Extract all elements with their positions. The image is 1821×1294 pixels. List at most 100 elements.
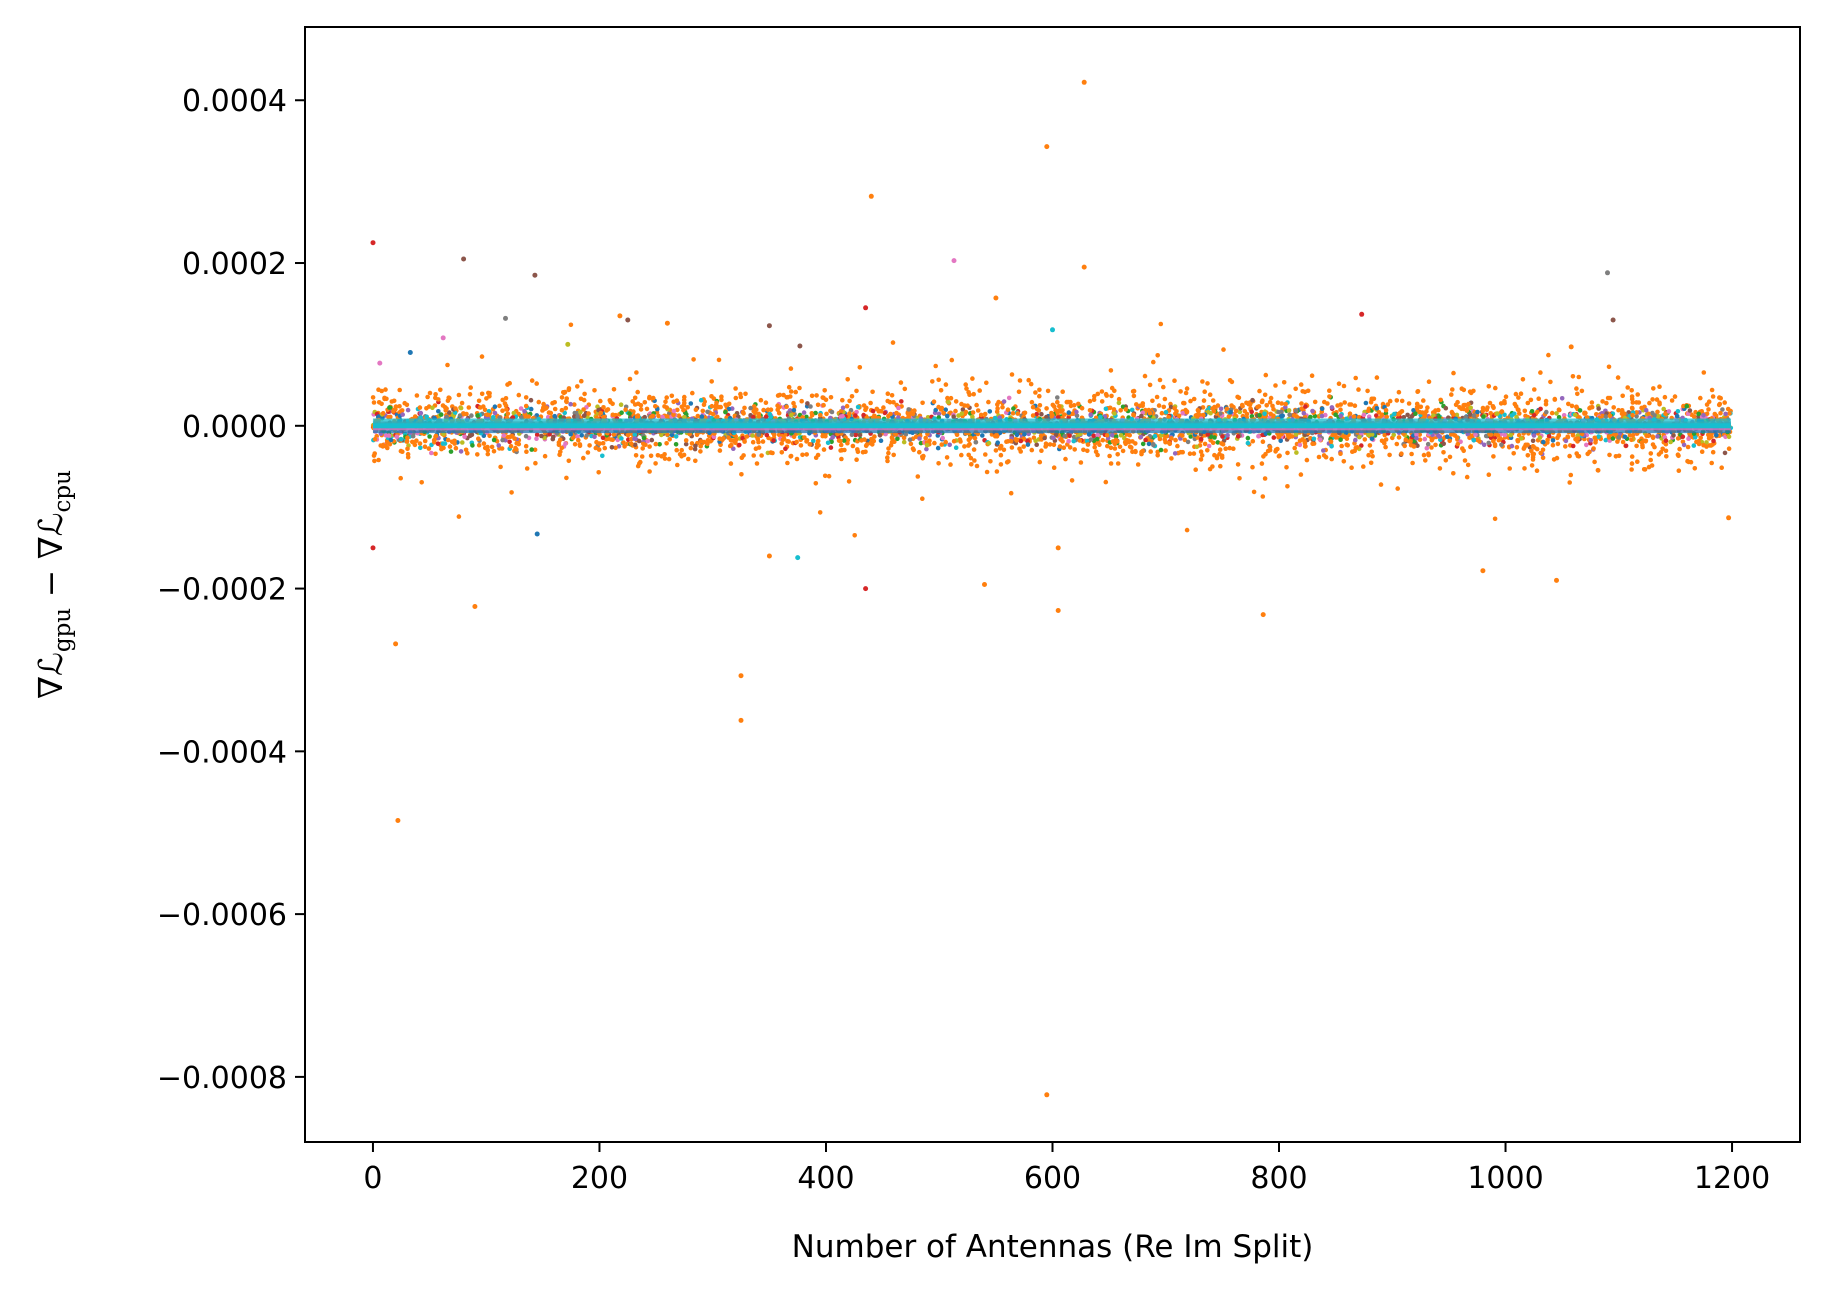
scatter-point [427, 434, 432, 439]
scatter-point [579, 433, 584, 438]
scatter-point [635, 389, 640, 395]
scatter-point [1062, 412, 1067, 417]
scatter-point [1646, 411, 1651, 417]
scatter-point [1529, 409, 1535, 414]
scatter-point [1193, 467, 1198, 473]
scatter-point [813, 481, 819, 486]
scatter-point [1444, 434, 1450, 440]
scatter-point [1139, 451, 1144, 457]
scatter-point [1235, 462, 1241, 467]
scatter-point [1045, 388, 1051, 394]
scatter-point [1696, 411, 1701, 417]
scatter-point [966, 390, 971, 395]
scatter-point [966, 437, 972, 443]
scatter-point [1292, 445, 1297, 451]
scatter-point [849, 432, 855, 438]
scatter-point [1603, 437, 1609, 443]
scatter-point [1299, 401, 1304, 406]
scatter-point [457, 413, 463, 418]
scatter-point [575, 414, 580, 420]
scatter-point [1596, 406, 1601, 411]
scatter-point [1663, 448, 1669, 454]
scatter-point [534, 436, 539, 442]
scatter-point [597, 441, 602, 446]
scatter-point [731, 446, 736, 452]
scatter-point [1718, 410, 1723, 416]
scatter-point [1566, 401, 1571, 407]
scatter-point [1588, 438, 1594, 443]
scatter-point [1180, 449, 1185, 455]
scatter-point [716, 357, 722, 363]
scatter-point [899, 399, 904, 404]
scatter-point [1414, 436, 1419, 441]
scatter-point [1536, 396, 1541, 402]
scatter-point [1152, 433, 1158, 439]
scatter-point [1513, 391, 1519, 397]
scatter-point [1182, 437, 1188, 443]
scatter-point [1592, 435, 1598, 441]
scatter-point [775, 407, 780, 413]
scatter-point [523, 403, 529, 409]
scatter-point [1118, 433, 1124, 438]
scatter-point [756, 439, 761, 445]
scatter-point [1278, 438, 1283, 444]
scatter-point [1425, 441, 1431, 447]
scatter-point [1421, 452, 1427, 458]
scatter-point [1255, 404, 1260, 410]
scatter-point [1103, 479, 1109, 485]
scatter-point [1111, 407, 1117, 412]
scatter-point [1662, 394, 1668, 400]
scatter-point [1467, 435, 1472, 441]
scatter-point [1493, 385, 1498, 391]
scatter-point [667, 437, 672, 442]
scatter-point [1325, 401, 1330, 406]
scatter-point [964, 386, 969, 391]
scatter-point [1116, 396, 1122, 402]
scatter-point [1655, 409, 1660, 415]
scatter-point [456, 392, 462, 398]
scatter-point [1555, 441, 1561, 447]
scatter-point [1328, 439, 1334, 444]
scatter-point [642, 400, 648, 405]
scatter-point [698, 449, 703, 454]
scatter-point [1071, 438, 1076, 444]
scatter-point [1223, 446, 1228, 452]
scatter-point [786, 384, 792, 390]
scatter-point [1085, 448, 1090, 454]
scatter-point [947, 442, 952, 448]
scatter-point [768, 407, 774, 413]
scatter-point [750, 439, 756, 445]
scatter-point [627, 411, 632, 416]
scatter-point [970, 414, 975, 420]
scatter-point [1392, 411, 1397, 417]
scatter-point [756, 414, 762, 419]
scatter-point [566, 386, 572, 391]
scatter-point [1214, 455, 1220, 461]
scatter-point [1194, 444, 1200, 450]
scatter-point [550, 436, 556, 442]
scatter-point [713, 404, 718, 410]
scatter-point [481, 441, 487, 446]
scatter-point [1722, 400, 1727, 405]
scatter-point [1629, 467, 1634, 472]
scatter-point [1293, 386, 1298, 392]
scatter-point [1691, 443, 1697, 448]
scatter-point [1140, 441, 1146, 447]
scatter-point [559, 407, 565, 413]
scatter-point [863, 407, 868, 413]
scatter-point [719, 394, 724, 400]
scatter-point [1298, 472, 1304, 477]
scatter-point [1540, 455, 1546, 461]
scatter-point [1575, 436, 1581, 441]
scatter-point [960, 407, 966, 412]
scatter-point [1575, 391, 1580, 397]
scatter-point [1449, 392, 1454, 397]
scatter-point [988, 459, 993, 464]
scatter-point [448, 449, 454, 454]
scatter-point [458, 405, 464, 411]
scatter-point [468, 385, 474, 390]
scatter-point [891, 452, 896, 458]
scatter-point [1704, 411, 1710, 417]
scatter-point [972, 435, 978, 441]
scatter-point [456, 514, 462, 519]
